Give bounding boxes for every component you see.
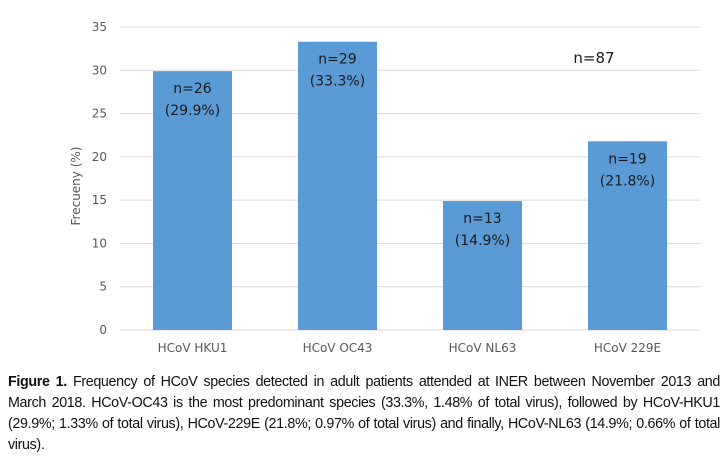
y-tick-label: 5 (99, 280, 107, 294)
x-tick-label: HCoV HKU1 (158, 341, 228, 355)
y-tick-label: 15 (92, 193, 107, 207)
bar-data-label: n=13 (463, 211, 501, 227)
bar-data-label: (14.9%) (455, 233, 510, 249)
bar-data-label: (21.8%) (600, 173, 655, 189)
y-axis-title: Frecueny (%) (69, 147, 83, 226)
x-tick-label: HCoV OC43 (303, 341, 373, 355)
caption-lead: Figure 1. (8, 374, 67, 390)
x-tick-labels: HCoV HKU1 HCoV OC43 HCoV NL63 HCoV 229E (158, 341, 662, 355)
bar-data-label: (29.9%) (165, 103, 220, 119)
y-tick-labels: 0 5 10 15 20 25 30 35 (92, 20, 107, 337)
bars (153, 41, 667, 331)
bar-data-label: n=29 (318, 52, 356, 68)
y-tick-label: 10 (92, 236, 107, 250)
bar-data-label: n=19 (608, 151, 646, 167)
x-tick-label: HCoV NL63 (449, 341, 517, 355)
y-tick-label: 35 (92, 20, 107, 34)
bar (588, 141, 667, 330)
bar-data-label: (33.3%) (310, 74, 365, 90)
caption-text: Frequency of HCoV species detected in ad… (8, 374, 720, 453)
bar (153, 71, 232, 330)
y-tick-label: 0 (99, 323, 107, 337)
bar (298, 41, 377, 331)
x-tick-label: HCoV 229E (594, 341, 661, 355)
y-tick-label: 30 (92, 63, 107, 77)
y-tick-label: 25 (92, 107, 107, 121)
y-tick-label: 20 (92, 150, 107, 164)
bar (443, 201, 522, 330)
total-count-annotation: n=87 (573, 49, 614, 67)
figure-caption: Figure 1. Frequency of HCoV species dete… (8, 372, 720, 456)
bar-data-labels: n=26 (29.9%) n=29 (33.3%) n=13 (14.9%) n=19 (21… (165, 52, 655, 249)
bar-chart: 0 5 10 15 20 25 30 35 HCoV HKU1 HCoV OC43 HCoV NL… (69, 20, 700, 355)
bar-data-label: n=26 (173, 81, 212, 97)
